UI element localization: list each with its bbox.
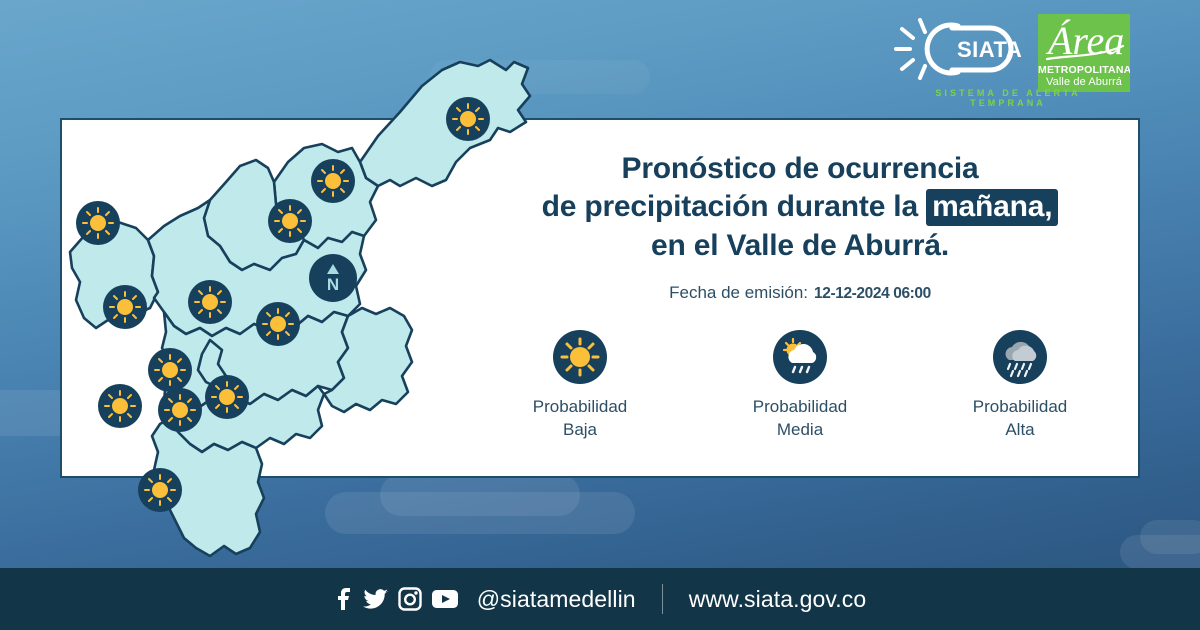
- compass-label: N: [327, 275, 339, 294]
- sun-cloud-rain-icon: [773, 330, 827, 384]
- background-cloud-right-top: [1140, 520, 1200, 554]
- legend-icon-wrap-alta: [993, 330, 1047, 384]
- title-line-1: Pronóstico de ocurrencia: [621, 152, 979, 185]
- instagram-icon[interactable]: [398, 587, 422, 611]
- sun-icon: [188, 280, 232, 324]
- emission-date-row: Fecha de emisión: 12-12-2024 06:00: [470, 283, 1130, 303]
- station-marker[interactable]: [311, 159, 355, 203]
- siata-tagline: SISTEMA DE ALERTA TEMPRANA: [935, 88, 1081, 108]
- legend-label-baja: Probabilidad Baja: [532, 397, 628, 439]
- valle-de-aburra-map: N: [60, 40, 540, 570]
- sun-icon: [256, 302, 300, 346]
- svg-text:SIATA: SIATA: [957, 37, 1022, 62]
- station-marker[interactable]: [76, 201, 120, 245]
- svg-text:Área: Área: [1045, 18, 1124, 63]
- legend-item-baja: Probabilidad Baja: [490, 330, 670, 442]
- social-handle[interactable]: @siatamedellin: [476, 585, 636, 612]
- station-marker[interactable]: [205, 375, 249, 419]
- legend-icon-wrap-media: [773, 330, 827, 384]
- social-icons: [334, 587, 459, 611]
- siata-logo: SIATA: [890, 16, 1030, 82]
- cloud-rain-icon: [993, 330, 1047, 384]
- website-url[interactable]: www.siata.gov.co: [688, 585, 867, 612]
- title-highlight-manana: mañana,: [926, 189, 1059, 227]
- compass-rose: N: [309, 254, 357, 302]
- legend-label-alta: Probabilidad Alta: [972, 397, 1068, 439]
- sun-icon: [98, 384, 142, 428]
- legend-item-alta: Probabilidad Alta: [930, 330, 1110, 442]
- page-title: Pronóstico de ocurrencia de precipitació…: [470, 150, 1130, 265]
- title-line-2: de precipitación durante la mañana,: [470, 188, 1130, 227]
- youtube-icon[interactable]: [431, 588, 459, 610]
- station-marker[interactable]: [188, 280, 232, 324]
- background-cloud-right: [1120, 535, 1200, 569]
- sun-icon: [138, 468, 182, 512]
- station-marker[interactable]: [446, 97, 490, 141]
- title-line-3: en el Valle de Aburrá.: [651, 228, 949, 262]
- station-marker[interactable]: [148, 348, 192, 392]
- title-line-2-prefix: de precipitación durante la: [541, 190, 927, 224]
- header-logos: SIATA Área METROPOLITANA Valle de Aburrá…: [890, 14, 1130, 108]
- probability-legend: Probabilidad Baja: [470, 330, 1130, 442]
- sun-icon: [103, 285, 147, 329]
- station-marker[interactable]: [103, 285, 147, 329]
- twitter-icon[interactable]: [362, 587, 389, 611]
- footer-bar: @siatamedellin www.siata.gov.co: [0, 568, 1200, 630]
- footer-divider: [661, 584, 663, 614]
- area-script-mark: Área: [1044, 16, 1126, 64]
- emission-label: Fecha de emisión:: [669, 283, 809, 303]
- station-marker[interactable]: [98, 384, 142, 428]
- area-metropolitana-line2: Valle de Aburrá: [1046, 76, 1122, 88]
- sun-icon: [148, 348, 192, 392]
- sun-icon: [553, 330, 607, 384]
- headline-block: Pronóstico de ocurrencia de precipitació…: [470, 150, 1130, 303]
- station-marker[interactable]: [138, 468, 182, 512]
- station-marker[interactable]: [268, 199, 312, 243]
- legend-label-media: Probabilidad Media: [752, 397, 848, 439]
- sun-icon: [158, 388, 202, 432]
- facebook-icon[interactable]: [334, 587, 354, 611]
- legend-icon-wrap-baja: [553, 330, 607, 384]
- sun-icon: [205, 375, 249, 419]
- sun-icon: [76, 201, 120, 245]
- emission-datetime: 12-12-2024 06:00: [814, 285, 931, 303]
- north-arrow-icon: N: [309, 254, 357, 302]
- station-marker[interactable]: [256, 302, 300, 346]
- sun-icon: [446, 97, 490, 141]
- sun-icon: [311, 159, 355, 203]
- station-marker[interactable]: [158, 388, 202, 432]
- area-metropolitana-line1: METROPOLITANA: [1038, 64, 1130, 76]
- map-regions: [68, 58, 532, 558]
- sun-icon: [268, 199, 312, 243]
- area-metropolitana-logo: Área METROPOLITANA Valle de Aburrá: [1038, 14, 1130, 92]
- legend-item-media: Probabilidad Media: [710, 330, 890, 442]
